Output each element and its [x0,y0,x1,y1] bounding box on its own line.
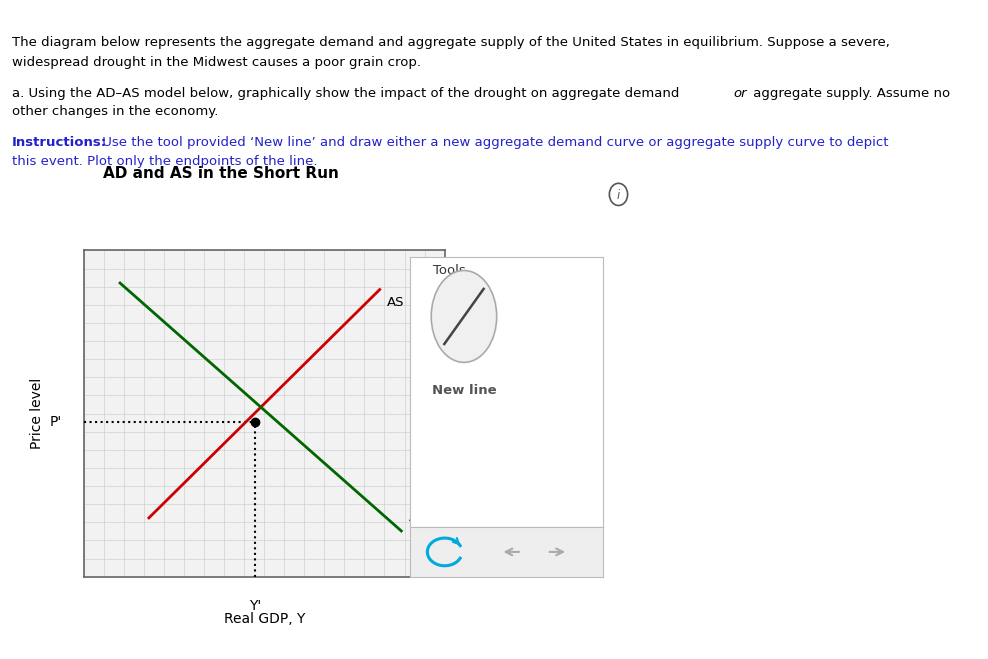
Text: New line: New line [432,384,496,397]
Text: AD: AD [409,511,428,525]
Text: a. Using the AD–AS model below, graphically show the impact of the drought on ag: a. Using the AD–AS model below, graphica… [12,87,684,100]
Text: Real GDP, Y: Real GDP, Y [223,612,305,627]
Text: i: i [617,188,620,202]
Text: or: or [733,87,747,100]
Text: Y': Y' [249,600,262,614]
Text: The diagram below represents the aggregate demand and aggregate supply of the Un: The diagram below represents the aggrega… [12,36,890,49]
Text: Instructions:: Instructions: [12,136,107,150]
Text: this event. Plot only the endpoints of the line.: this event. Plot only the endpoints of t… [12,155,317,168]
Text: other changes in the economy.: other changes in the economy. [12,105,218,119]
Text: AD and AS in the Short Run: AD and AS in the Short Run [103,166,339,181]
Circle shape [431,270,497,362]
Text: Use the tool provided ‘New line’ and draw either a new aggregate demand curve or: Use the tool provided ‘New line’ and dra… [98,136,888,150]
Text: Tools: Tools [433,264,466,277]
Text: widespread drought in the Midwest causes a poor grain crop.: widespread drought in the Midwest causes… [12,56,421,69]
Text: AS: AS [387,296,404,309]
Text: Price level: Price level [30,378,43,449]
Text: aggregate supply. Assume no: aggregate supply. Assume no [749,87,950,100]
Text: P': P' [50,415,62,428]
